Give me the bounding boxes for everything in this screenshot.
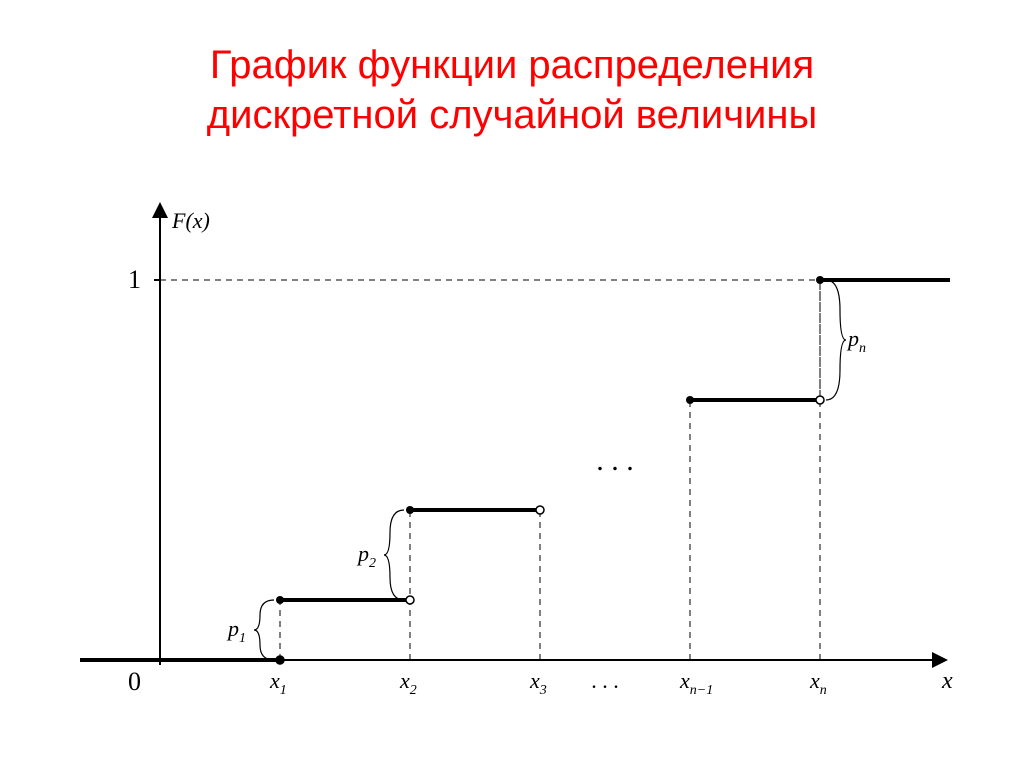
title-line-2: дискретной случайной величины [207,93,817,137]
title-line-1: График функции распределения [210,43,814,87]
svg-text:0: 0 [128,667,141,696]
cdf-step-chart: p1p2pn. . .F(x)x10x1x2x3xn−1xn. . . [80,200,960,720]
svg-text:p2: p2 [356,541,376,571]
svg-text:xn−1: xn−1 [679,668,713,698]
svg-text:pn: pn [846,326,866,356]
svg-text:. . .: . . . [596,444,634,477]
svg-text:x2: x2 [399,668,417,698]
slide-title: График функции распределения дискретной … [0,40,1024,140]
svg-text:p1: p1 [226,616,246,646]
svg-text:F(x): F(x) [171,208,210,233]
svg-text:1: 1 [128,265,141,294]
svg-text:xn: xn [809,668,827,698]
svg-text:x: x [941,668,953,694]
svg-text:x3: x3 [529,668,547,698]
slide: График функции распределения дискретной … [0,0,1024,767]
svg-text:x1: x1 [269,668,287,698]
svg-text:. . .: . . . [591,668,619,693]
